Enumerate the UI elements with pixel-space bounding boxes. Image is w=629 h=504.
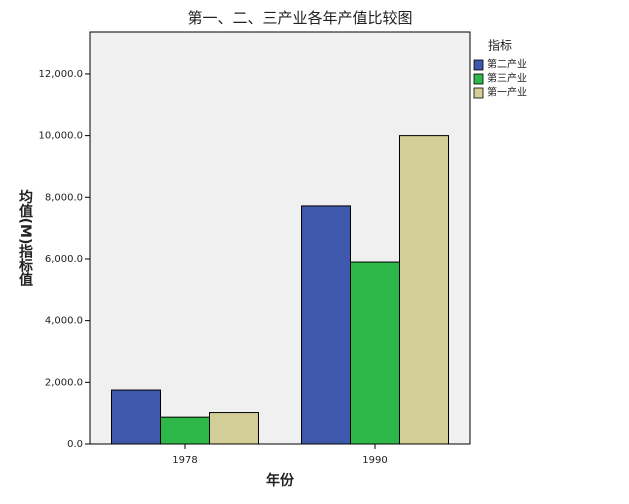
x-axis-label: 年份: [266, 472, 295, 489]
bar: [160, 416, 210, 445]
legend-swatch: [473, 59, 484, 71]
legend-title: 指标: [488, 38, 512, 53]
bar: [111, 389, 161, 445]
bar: [399, 135, 449, 445]
y-tick-label: 2,000.0: [45, 377, 83, 388]
legend-label: 第一产业: [487, 86, 527, 99]
x-tick-label: 1978: [172, 455, 197, 466]
legend-swatch: [473, 73, 484, 85]
legend-swatch: [473, 87, 484, 99]
y-tick-label: 4,000.0: [45, 316, 83, 327]
bar: [301, 205, 351, 445]
chart-title: 第一、二、三产业各年产值比较图: [187, 9, 412, 27]
bar: [350, 261, 400, 445]
x-tick-label: 1990: [362, 455, 387, 466]
y-tick-label: 8,000.0: [45, 192, 83, 203]
y-axis-label: 均值(M)指标值: [17, 189, 34, 287]
legend-label: 第三产业: [487, 72, 527, 85]
y-tick-label: 0.0: [67, 439, 83, 450]
y-tick-label: 10,000.0: [38, 131, 83, 142]
y-tick-label: 6,000.0: [45, 254, 83, 265]
legend-label: 第二产业: [487, 58, 527, 71]
bar: [209, 412, 259, 445]
y-tick-label: 12,000.0: [38, 69, 83, 80]
